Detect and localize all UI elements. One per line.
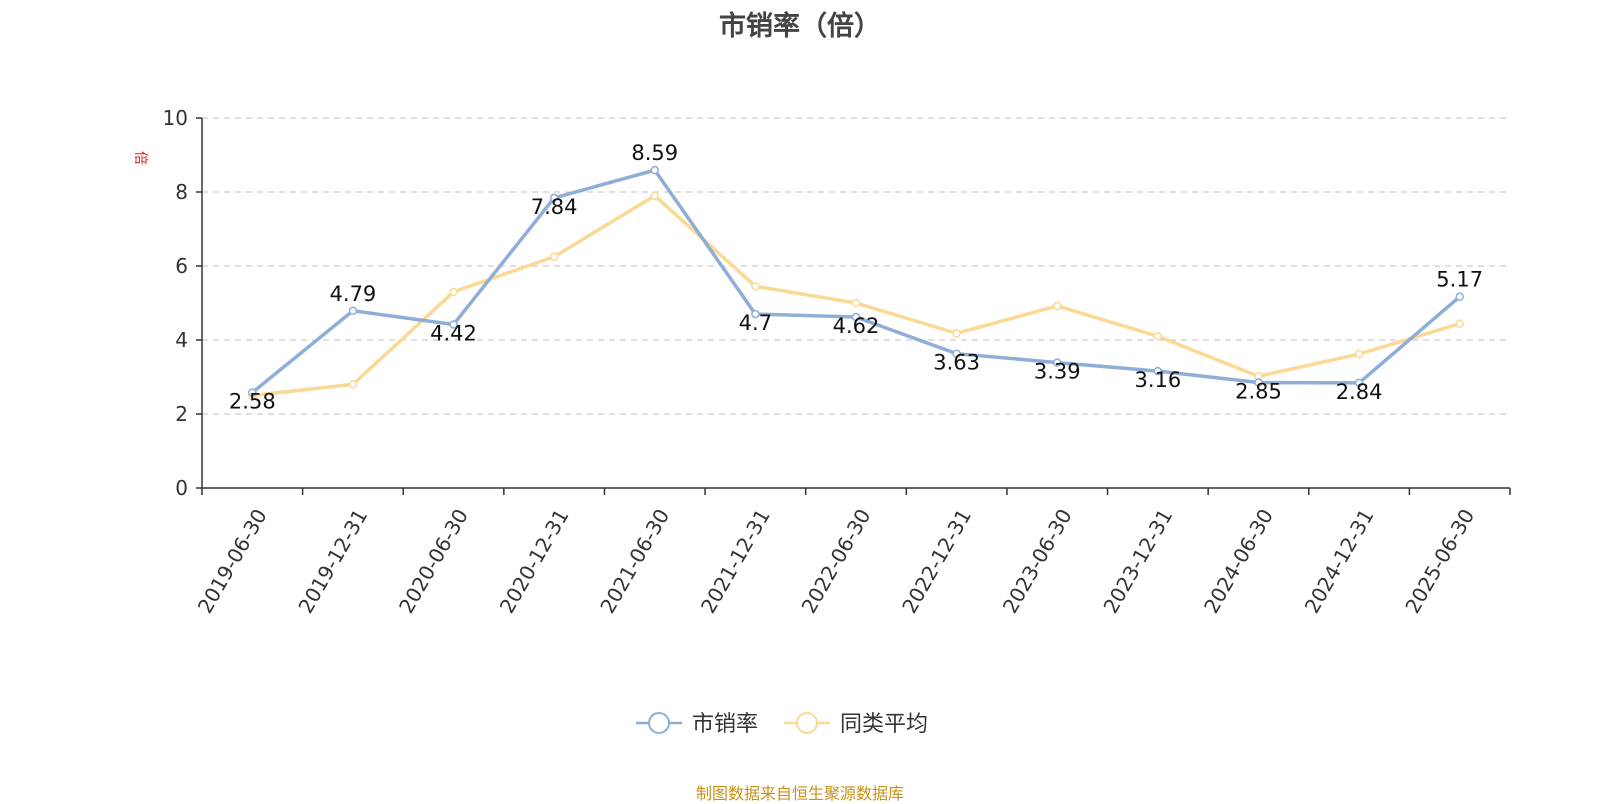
series-line: [251, 168, 1461, 394]
legend-item[interactable]: 同类平均: [784, 712, 928, 737]
series-line: [252, 193, 1461, 398]
data-point[interactable]: [1153, 332, 1163, 341]
data-point[interactable]: [1254, 378, 1263, 387]
legend-item[interactable]: 市销率: [636, 712, 758, 737]
data-point[interactable]: [1455, 319, 1464, 328]
grid-lines: [202, 117, 1510, 415]
x-tick-label: 2019-06-30: [193, 505, 272, 618]
series: [248, 165, 1464, 400]
legend[interactable]: 市销率 同类平均: [636, 712, 928, 737]
data-point[interactable]: [851, 298, 861, 308]
x-tick-label: 2020-12-31: [495, 505, 574, 618]
data-label: 8.59: [631, 141, 678, 165]
tick-labels: 0 2 4 6 8 10 2019-06-30 2019-12-31 2020-06-30 202…: [163, 106, 1511, 618]
data-label: 2.84: [1336, 380, 1383, 404]
x-tick-label: 2019-12-31: [293, 505, 372, 618]
data-label: 7.84: [531, 195, 578, 219]
data-label: 4.42: [430, 321, 477, 345]
data-point[interactable]: [650, 165, 660, 175]
y-tick-label: 2: [175, 402, 188, 426]
data-label: 3.16: [1134, 368, 1181, 392]
x-tick-label: 2024-12-31: [1300, 505, 1379, 618]
y-tick-label: 0: [175, 476, 188, 500]
data-label: 3.63: [933, 351, 980, 375]
data-point[interactable]: [751, 309, 760, 319]
y-axis-label: 倍: [132, 151, 148, 165]
data-point[interactable]: [449, 287, 458, 297]
y-tick-label: 4: [175, 328, 188, 352]
data-point[interactable]: [348, 306, 358, 316]
x-tick-label: 2021-12-31: [696, 505, 775, 618]
data-point[interactable]: [851, 312, 861, 322]
x-tick-label: 2022-12-31: [897, 505, 976, 618]
data-point[interactable]: [1354, 349, 1364, 359]
data-label: 4.79: [330, 282, 377, 306]
y-tick-label: 10: [163, 106, 188, 130]
data-point[interactable]: [1455, 292, 1464, 301]
data-point[interactable]: [1052, 301, 1062, 311]
x-tick-label: 2023-12-31: [1098, 505, 1177, 618]
axes: [201, 118, 1510, 489]
y-tick-label: 8: [175, 180, 188, 204]
data-label: 5.17: [1436, 268, 1483, 292]
data-point[interactable]: [248, 388, 257, 397]
x-tick-label: 2024-06-30: [1199, 505, 1278, 618]
data-point[interactable]: [1354, 378, 1364, 388]
data-point[interactable]: [952, 349, 961, 358]
legend-marker: [796, 712, 818, 734]
data-point[interactable]: [348, 380, 358, 389]
x-tick-label: 2022-06-30: [797, 505, 876, 618]
x-tick-label: 2020-06-30: [394, 505, 473, 618]
data-label: 2.85: [1235, 380, 1282, 404]
legend-label: 同类平均: [840, 712, 928, 737]
data-label: 4.62: [833, 314, 880, 338]
data-point[interactable]: [952, 329, 961, 338]
data-point[interactable]: [751, 282, 760, 291]
x-tick-label: 2023-06-30: [998, 505, 1077, 618]
legend-label: 市销率: [692, 712, 758, 737]
data-point[interactable]: [1153, 366, 1163, 376]
y-tick-label: 6: [175, 254, 188, 278]
data-point[interactable]: [549, 252, 559, 261]
data-label: 2.58: [229, 390, 276, 414]
data-labels: 2.58 4.79 4.42 7.84 8.59 4.7 4.62 3.63 3.39 3.16 2…: [229, 141, 1483, 413]
data-point[interactable]: [650, 191, 660, 200]
x-tick-label: 2021-06-30: [595, 505, 674, 618]
x-tick-label: 2025-06-30: [1400, 505, 1479, 618]
data-point[interactable]: [449, 320, 458, 329]
data-point[interactable]: [1052, 358, 1062, 367]
data-label: 4.7: [739, 311, 772, 335]
data-point[interactable]: [549, 193, 559, 203]
legend-marker: [648, 712, 670, 734]
data-label: 3.39: [1034, 360, 1081, 384]
source-note: 制图数据来自恒生聚源数据库: [695, 784, 904, 803]
chart-title: 市销率（倍）: [719, 11, 881, 42]
